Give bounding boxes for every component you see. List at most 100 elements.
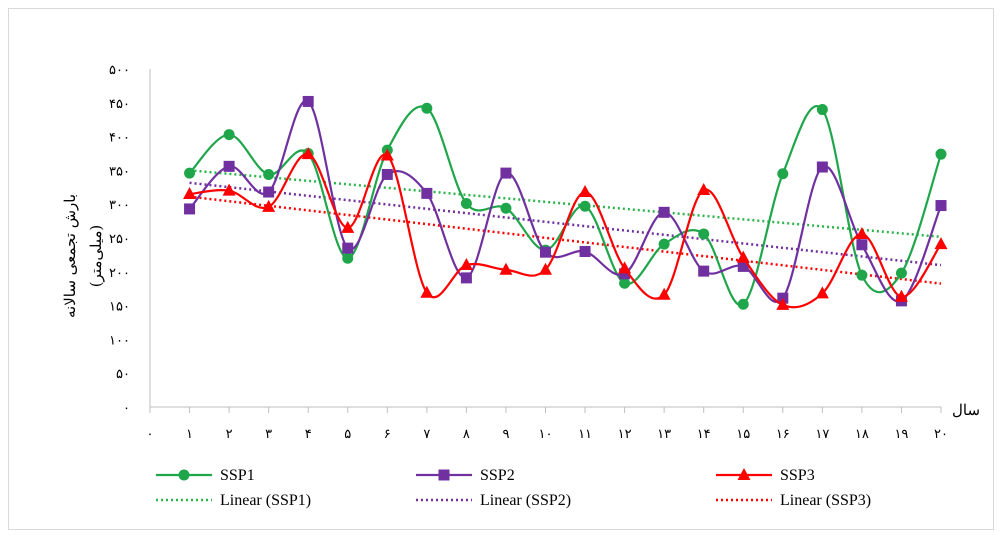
data-point: [698, 228, 710, 240]
data-point: [183, 187, 197, 200]
x-tick-label: ۱۳: [657, 427, 671, 442]
x-tick-label: ۱۵: [736, 427, 750, 442]
data-point: [935, 148, 947, 160]
x-tick-label: ۶: [384, 427, 391, 442]
x-tick-label: ۱۴: [697, 427, 711, 442]
legend-label: SSP3: [780, 467, 815, 484]
y-tick-label: ۵۰: [116, 367, 130, 382]
x-tick-label: ۱۷: [815, 427, 829, 442]
data-point: [737, 260, 749, 272]
data-point: [816, 161, 828, 173]
data-point: [263, 186, 275, 198]
axes: [149, 69, 942, 413]
series-ssp3: [183, 147, 948, 310]
data-point: [459, 258, 473, 271]
data-point: [381, 168, 393, 180]
data-point: [698, 265, 710, 277]
x-tick-label: ۵: [344, 427, 351, 442]
data-point: [302, 95, 314, 107]
y-tick-label: ۵۰۰: [109, 63, 130, 78]
legend: SSP1 SSP2 SSP3 Linear (SSP1) Linear (SSP2) Li…: [156, 467, 871, 509]
data-point: [499, 262, 513, 275]
data-point: [262, 199, 276, 212]
x-tick-label: ۱۰: [539, 427, 553, 442]
series-line: [188, 105, 943, 307]
x-tick-label: ۱۸: [855, 427, 869, 442]
data-point: [460, 198, 472, 210]
data-point: [578, 185, 592, 198]
data-point: [342, 252, 354, 264]
data-point: [500, 167, 512, 179]
data-point: [500, 202, 512, 214]
data-point: [777, 168, 789, 180]
y-tick-label: ۱۰۰: [109, 333, 130, 348]
x-tick-label: ۱۶: [776, 427, 790, 442]
legend-label: SSP2: [480, 467, 515, 484]
line-chart: ۰ ۱ ۲ ۳ ۴ ۵ ۶ ۷ ۸ ۹ ۱۰ ۱۱ ۱۲ ۱۳ ۱۴ ۱۵ ۱۶ ۱۷ ۱۸ ۱۹ ۲۰۰۵۰۱۰۰۱۵…: [61, 63, 980, 509]
data-point: [619, 277, 631, 289]
y-tick-label: ۳۰۰: [109, 198, 130, 213]
x-tick-label: ۲: [226, 427, 233, 442]
series-lines: [183, 95, 948, 310]
data-point: [856, 239, 868, 251]
data-point: [657, 287, 671, 300]
data-point: [539, 262, 552, 275]
y-tick-label: ۱۵۰: [109, 300, 130, 315]
data-point: [222, 183, 236, 196]
x-tick-label: ۹: [502, 427, 509, 442]
x-tick-label: ۲۰: [934, 427, 948, 442]
x-tick-label: ۸: [463, 427, 470, 442]
x-tick-label: ۴: [305, 427, 312, 442]
data-point: [460, 272, 472, 284]
data-point: [618, 261, 632, 274]
data-point: [658, 206, 670, 218]
trendlines: [189, 169, 942, 285]
series-line: [188, 99, 943, 303]
data-point: [815, 286, 829, 299]
x-tick-label: ۱۱: [578, 427, 592, 442]
y-axis-title-unit: (میلی‌متر): [87, 225, 105, 288]
data-point: [737, 298, 749, 310]
data-point: [421, 102, 433, 114]
series-line: [189, 153, 942, 309]
series-ssp2: [184, 95, 947, 307]
legend-marker: [438, 469, 450, 481]
data-point: [658, 238, 670, 250]
data-point: [579, 200, 591, 212]
legend-trend-label: Linear (SSP3): [780, 492, 871, 509]
data-point: [301, 147, 315, 160]
x-tick-label: ۷: [423, 427, 430, 442]
legend-trend-label: Linear (SSP2): [480, 492, 571, 509]
data-point: [380, 148, 394, 161]
data-point: [935, 200, 947, 212]
data-point: [341, 220, 355, 233]
legend-label: SSP1: [220, 467, 255, 484]
data-point: [894, 289, 908, 302]
x-tick-label: ۱۹: [894, 427, 908, 442]
x-tick-label: ۰: [147, 427, 154, 442]
data-point: [223, 129, 235, 141]
data-point: [736, 250, 750, 263]
data-point: [855, 226, 869, 239]
y-tick-label: ۲۵۰: [109, 232, 130, 247]
data-point: [540, 246, 551, 258]
data-point: [619, 268, 631, 280]
y-tick-label: ۳۵۰: [109, 164, 130, 179]
x-tick-label: ۱: [186, 427, 193, 442]
x-tick-label: ۱۲: [618, 427, 632, 442]
data-point: [421, 187, 433, 199]
trendline-2: [189, 181, 942, 267]
x-tick-label: ۳: [265, 427, 272, 442]
data-point: [184, 203, 196, 215]
y-tick-label: ۰: [123, 401, 130, 416]
data-point: [776, 297, 790, 310]
y-tick-label: ۴۵۰: [109, 97, 130, 112]
data-point: [342, 242, 354, 254]
legend-marker: [737, 468, 751, 480]
data-point: [697, 183, 711, 196]
data-point: [184, 167, 196, 179]
data-point: [934, 237, 948, 250]
y-tick-label: ۲۰۰: [109, 266, 130, 281]
tick-labels: ۰ ۱ ۲ ۳ ۴ ۵ ۶ ۷ ۸ ۹ ۱۰ ۱۱ ۱۲ ۱۳ ۱۴ ۱۵ ۱۶ ۱۷ ۱۸ ۱۹ ۲۰۰۵۰۱۰۰۱۵…: [109, 63, 948, 442]
data-point: [856, 269, 868, 281]
